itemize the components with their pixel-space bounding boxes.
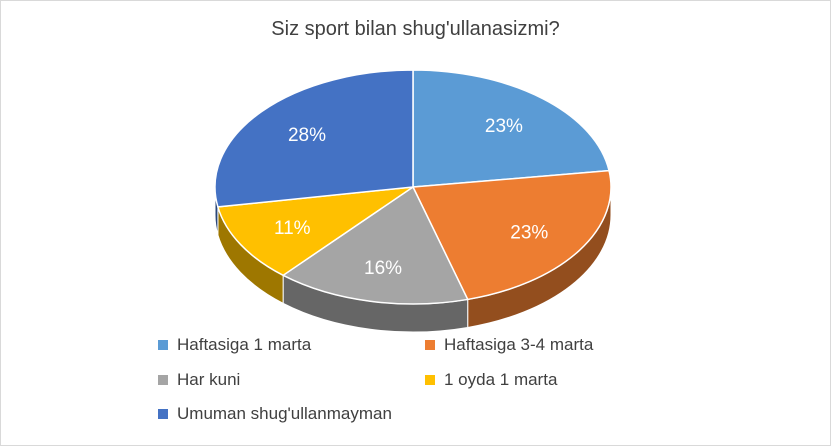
pie-slice-har-kuni — [282, 186, 469, 305]
data-label-haftasiga-3-4-marta: 23% — [510, 223, 548, 244]
chart-title: Siz sport bilan shug'ullanasizmi? — [271, 18, 560, 40]
data-label-1-oyda-1-marta: 11% — [274, 218, 311, 239]
pie-slice-haftasiga-1-marta — [412, 69, 610, 188]
pie-labels: 23% 23% 16% 11% 28% — [274, 116, 548, 279]
pie-slice-haftasiga-3-4-marta — [412, 169, 612, 301]
data-label-haftasiga-1-marta: 23% — [485, 116, 523, 137]
pie-slice-umuman-shugullanmayman — [214, 69, 414, 208]
pie-slice-1-oyda-1-marta — [217, 186, 414, 277]
pie-tops — [214, 69, 612, 305]
data-label-umuman-shugullanmayman: 28% — [288, 125, 326, 146]
data-label-har-kuni: 16% — [364, 258, 402, 279]
